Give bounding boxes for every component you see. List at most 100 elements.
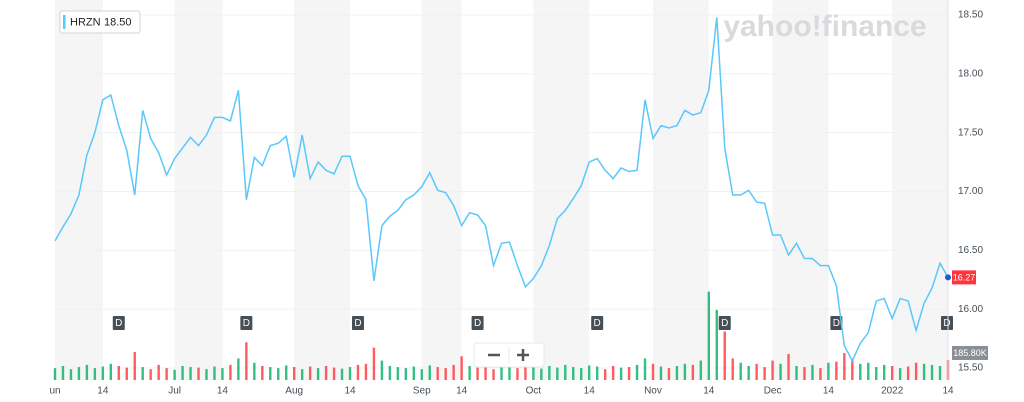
volume-bar bbox=[269, 367, 272, 380]
y-tick-label: 17.50 bbox=[958, 127, 983, 138]
volume-bar bbox=[611, 365, 615, 380]
volume-bar bbox=[715, 309, 718, 380]
volume-bar bbox=[77, 367, 81, 380]
volume-bar bbox=[819, 368, 822, 380]
volume-bar bbox=[548, 365, 551, 380]
volume-bar bbox=[388, 365, 392, 380]
legend: HRZN 18.50 bbox=[59, 10, 141, 34]
x-tick-label: Oct bbox=[526, 386, 542, 397]
x-tick-label: Jul bbox=[168, 386, 181, 397]
volume-bar bbox=[221, 368, 224, 380]
volume-bar bbox=[938, 365, 942, 380]
band bbox=[533, 0, 590, 380]
volume-bar bbox=[332, 367, 336, 380]
x-tick-label: un bbox=[49, 386, 60, 397]
volume-bar bbox=[292, 367, 296, 380]
volume-bar bbox=[875, 367, 878, 380]
y-tick-label: 16.00 bbox=[958, 304, 983, 315]
volume-bar bbox=[213, 366, 216, 380]
x-tick-label: 14 bbox=[217, 386, 229, 397]
volume-bar bbox=[739, 362, 742, 380]
volume-bar bbox=[324, 365, 328, 380]
volume-bar bbox=[197, 367, 200, 380]
x-tick-label: Sep bbox=[413, 386, 431, 397]
event-marker bbox=[718, 316, 731, 330]
volume-bar bbox=[731, 358, 734, 380]
volume-bar bbox=[261, 365, 264, 380]
volume-bar bbox=[85, 364, 89, 380]
volume-bar bbox=[364, 363, 368, 380]
volume-bar bbox=[890, 365, 894, 380]
volume-bar bbox=[165, 368, 168, 380]
band bbox=[421, 0, 462, 380]
legend-swatch bbox=[63, 15, 66, 29]
volume-bar bbox=[237, 358, 240, 380]
volume-bar bbox=[643, 358, 647, 380]
volume-bar bbox=[285, 365, 288, 380]
volume-bar bbox=[795, 365, 798, 380]
volume-bar bbox=[556, 367, 559, 380]
zoom-control[interactable] bbox=[473, 342, 545, 368]
volume-bar bbox=[580, 368, 583, 380]
volume-bar bbox=[667, 368, 671, 380]
volume-bar bbox=[101, 366, 105, 380]
volume-bar bbox=[524, 367, 527, 380]
volume-bar bbox=[867, 362, 870, 380]
y-tick-label: 18.00 bbox=[958, 68, 983, 79]
volume-bar bbox=[452, 364, 455, 380]
x-tick-label: 14 bbox=[344, 386, 356, 397]
volume-bar bbox=[229, 364, 232, 380]
volume-bar bbox=[205, 369, 208, 380]
volume-bar bbox=[253, 362, 256, 380]
volume-bar bbox=[476, 367, 479, 380]
volume-bar bbox=[532, 366, 535, 380]
volume-bar bbox=[308, 366, 312, 380]
x-tick-label: 2022 bbox=[881, 386, 904, 397]
volume-bar bbox=[843, 353, 846, 380]
volume-bar bbox=[412, 366, 415, 380]
current-dot bbox=[945, 274, 951, 281]
volume-bar bbox=[659, 366, 663, 380]
legend-box bbox=[59, 10, 141, 34]
volume-bar bbox=[492, 369, 495, 380]
x-tick-label: 14 bbox=[823, 386, 835, 397]
volume-bar bbox=[572, 367, 575, 380]
volume-bar bbox=[69, 369, 73, 380]
volume-bar bbox=[699, 360, 703, 380]
event-marker bbox=[351, 316, 364, 330]
y-tick-label: 17.00 bbox=[958, 186, 983, 197]
x-tick-label: Dec bbox=[764, 386, 782, 397]
volume-bar bbox=[803, 367, 806, 380]
volume-bar bbox=[898, 368, 902, 380]
volume-bar bbox=[380, 360, 384, 380]
volume-bar bbox=[779, 363, 782, 380]
price-tag bbox=[952, 270, 976, 285]
event-marker bbox=[471, 316, 484, 330]
legend-value: 18.50 bbox=[104, 16, 132, 28]
x-tick-label: 14 bbox=[703, 386, 715, 397]
volume-bar bbox=[468, 365, 471, 380]
volume-bar bbox=[428, 365, 431, 380]
volume-bar bbox=[460, 356, 463, 380]
volume-bar bbox=[619, 367, 623, 380]
event-label: D bbox=[474, 318, 481, 329]
event-label: D bbox=[115, 318, 122, 329]
volume-bar bbox=[484, 367, 487, 380]
volume-bar bbox=[603, 369, 607, 380]
volume-bar bbox=[595, 366, 599, 380]
volume-bar bbox=[883, 364, 886, 380]
event-marker bbox=[941, 316, 953, 330]
zoom-in[interactable] bbox=[517, 349, 529, 361]
volume-bar bbox=[277, 368, 280, 380]
price-tag-label: 16.27 bbox=[953, 272, 976, 282]
band bbox=[772, 0, 829, 380]
volume-bar bbox=[787, 354, 790, 380]
volume-tag-label: 185.80K bbox=[953, 348, 987, 358]
x-tick-label: Nov bbox=[644, 386, 662, 397]
event-marker bbox=[240, 316, 253, 330]
x-tick-label: 14 bbox=[97, 386, 109, 397]
volume-bar bbox=[109, 363, 113, 380]
volume-bar bbox=[922, 363, 926, 380]
volume-bar bbox=[771, 360, 774, 380]
volume-bar bbox=[851, 358, 854, 380]
